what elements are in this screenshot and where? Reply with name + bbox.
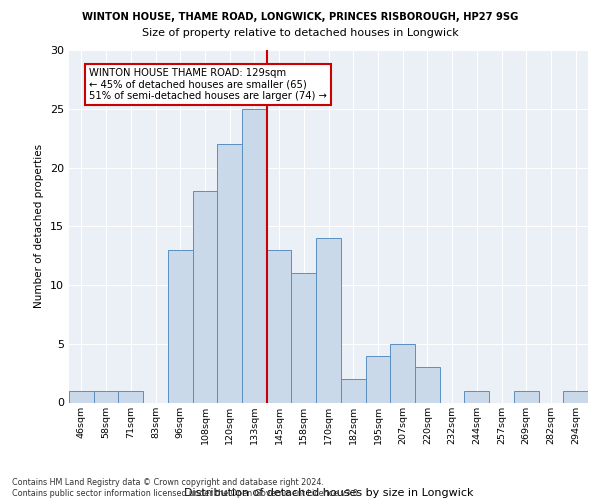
Bar: [514, 391, 539, 402]
Bar: [563, 391, 588, 402]
Bar: [267, 250, 292, 402]
Text: Contains HM Land Registry data © Crown copyright and database right 2024.
Contai: Contains HM Land Registry data © Crown c…: [12, 478, 361, 498]
Bar: [193, 191, 217, 402]
Bar: [168, 250, 193, 402]
Bar: [292, 273, 316, 402]
Bar: [69, 391, 94, 402]
Y-axis label: Number of detached properties: Number of detached properties: [34, 144, 44, 308]
Bar: [217, 144, 242, 403]
Bar: [242, 109, 267, 403]
Bar: [365, 356, 390, 403]
Text: WINTON HOUSE THAME ROAD: 129sqm
← 45% of detached houses are smaller (65)
51% of: WINTON HOUSE THAME ROAD: 129sqm ← 45% of…: [89, 68, 326, 101]
Bar: [118, 391, 143, 402]
X-axis label: Distribution of detached houses by size in Longwick: Distribution of detached houses by size …: [184, 488, 473, 498]
Bar: [341, 379, 365, 402]
Bar: [464, 391, 489, 402]
Text: WINTON HOUSE, THAME ROAD, LONGWICK, PRINCES RISBOROUGH, HP27 9SG: WINTON HOUSE, THAME ROAD, LONGWICK, PRIN…: [82, 12, 518, 22]
Bar: [316, 238, 341, 402]
Bar: [390, 344, 415, 403]
Bar: [94, 391, 118, 402]
Text: Size of property relative to detached houses in Longwick: Size of property relative to detached ho…: [142, 28, 458, 38]
Bar: [415, 367, 440, 402]
